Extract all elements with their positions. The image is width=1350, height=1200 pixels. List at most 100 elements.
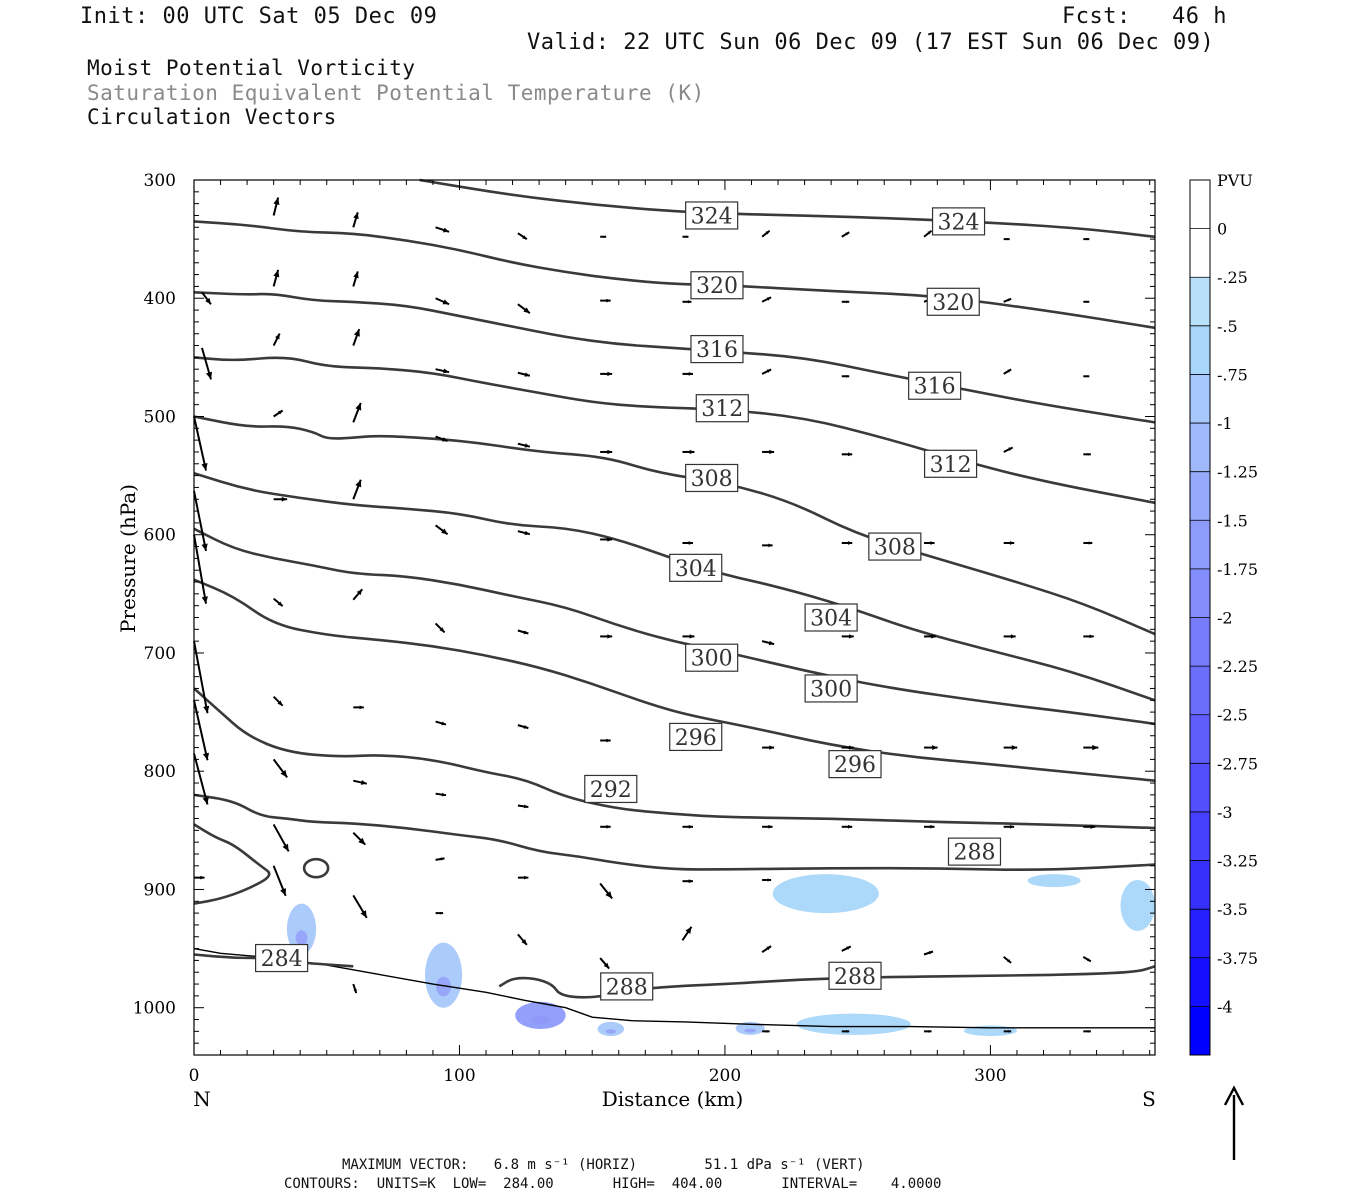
vector-head — [524, 875, 529, 880]
vector-head — [280, 888, 286, 896]
thetae-contour-320 — [193, 220, 1156, 330]
vector-head — [848, 634, 854, 639]
vector-head — [1090, 824, 1096, 829]
contour-label: 284 — [261, 947, 303, 972]
circulation-vector — [193, 700, 210, 761]
vector-head — [606, 824, 611, 829]
vector-head — [607, 449, 613, 455]
contour-label-box — [690, 334, 744, 364]
vector-head — [846, 946, 851, 950]
vector-head — [1007, 369, 1012, 373]
vector-head — [688, 879, 693, 884]
vector-shaft — [193, 640, 209, 714]
circulation-vector — [761, 229, 771, 238]
vector-head — [355, 402, 362, 411]
colorbar-segment — [1190, 325, 1210, 375]
thetae-contour-296 — [193, 578, 1156, 782]
circulation-vector — [201, 347, 213, 380]
circulation-vector — [841, 452, 853, 457]
circulation-vector — [924, 634, 937, 639]
vector-head — [356, 589, 363, 596]
contour-label: 308 — [874, 536, 916, 561]
forecast-hour: Fcst: 46 h — [1062, 4, 1227, 29]
vector-head — [360, 910, 367, 918]
circulation-vector — [352, 402, 362, 423]
x-tick-label: 300 — [974, 1066, 1006, 1086]
circulation-vector — [1003, 541, 1015, 545]
vector-head — [524, 530, 530, 536]
circulation-vector — [600, 537, 613, 542]
colorbar-label: -.25 — [1217, 268, 1248, 287]
circulation-vector — [517, 371, 531, 377]
circulation-vector — [682, 372, 693, 376]
vector-head — [277, 601, 283, 607]
vector-head — [766, 946, 772, 951]
colorbar-label: -3.75 — [1217, 949, 1258, 968]
circulation-vector — [517, 530, 531, 536]
vector-head — [1087, 452, 1091, 456]
circulation-vector — [1003, 956, 1012, 964]
y-tick-label: 800 — [144, 762, 176, 782]
vector-head — [281, 496, 288, 502]
vector-head — [768, 543, 773, 548]
vector-shaft — [193, 753, 209, 805]
vector-head — [358, 837, 366, 845]
y-tick-label: 700 — [144, 644, 176, 664]
vector-head — [930, 541, 935, 545]
circulation-vector — [272, 333, 281, 346]
circulation-vector — [1083, 541, 1093, 545]
circulation-vector — [435, 435, 448, 443]
circulation-vector — [272, 696, 284, 707]
colorbar-segment — [1190, 374, 1210, 424]
contour-label: 316 — [914, 375, 956, 400]
vector-head — [441, 721, 447, 726]
mpv-core-patch — [530, 1016, 551, 1025]
contour-label-box — [908, 371, 962, 400]
circulation-vector — [1003, 297, 1012, 303]
circulation-vector — [272, 197, 280, 216]
circulation-vector — [1003, 634, 1016, 639]
vector-head — [1011, 745, 1018, 750]
circulation-vector — [1003, 368, 1012, 375]
contour-label-box — [685, 201, 739, 230]
vector-head — [1086, 238, 1090, 241]
vector-head — [845, 232, 850, 236]
contour-label-layer: 324 324 320 320 316 316 312 312 308 308 304 304 300 3… — [255, 201, 1002, 1001]
vector-head — [1009, 824, 1015, 829]
colorbar-label: -.5 — [1217, 317, 1238, 336]
thetae-contour-316 — [193, 291, 1156, 424]
circulation-vector — [682, 634, 695, 639]
colorbar-segment — [1190, 180, 1210, 230]
mpv-negative-patch — [772, 874, 879, 914]
thetae-contour-308 — [193, 415, 1156, 636]
thetae-contour-300 — [193, 527, 1156, 726]
mpv-negative-patch — [1120, 880, 1156, 931]
circulation-vector — [273, 496, 288, 502]
vector-head — [685, 926, 692, 934]
circulation-vector — [1003, 446, 1014, 453]
vector-head — [928, 951, 934, 955]
vector-head — [353, 329, 360, 337]
circulation-vector — [1082, 956, 1092, 963]
contour-label: 288 — [834, 965, 876, 990]
vector-head — [201, 543, 208, 551]
vector-head — [765, 230, 770, 235]
field-title-thetae: Saturation Equivalent Potential Temperat… — [87, 81, 705, 105]
circulation-vector — [435, 720, 447, 726]
ref-vector-vertical-head — [1223, 1085, 1245, 1106]
vector-head — [522, 235, 527, 240]
vector-head — [606, 738, 611, 743]
vector-head — [928, 1030, 932, 1033]
vector-head — [441, 437, 448, 442]
colorbar-segment — [1190, 423, 1210, 473]
vector-layer — [193, 197, 1099, 1033]
colorbar: PVU 0 -.25 -.5 -.75 -1 -1.25 -1.5 -1.75 -2 -2.25 -2… — [1189, 171, 1258, 1056]
circulation-vector — [923, 229, 933, 238]
vector-head — [848, 452, 853, 457]
contour-label-box — [584, 774, 638, 804]
circulation-vector — [352, 983, 358, 994]
colorbar-label: -2.25 — [1217, 657, 1258, 676]
thetae-contour-286 — [193, 823, 271, 905]
circulation-vector — [682, 300, 692, 304]
vector-head — [205, 297, 211, 305]
